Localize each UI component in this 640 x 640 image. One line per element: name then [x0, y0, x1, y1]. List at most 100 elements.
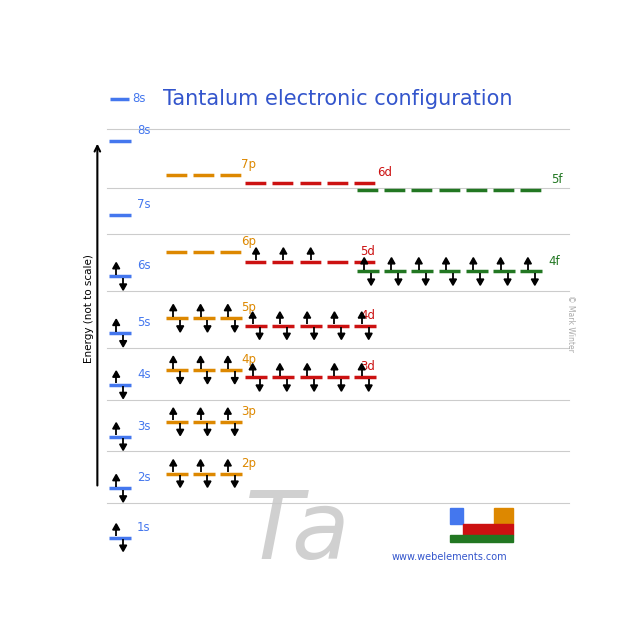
Text: 7s: 7s: [137, 198, 150, 211]
Text: 2p: 2p: [241, 456, 256, 470]
Text: 3p: 3p: [241, 405, 256, 418]
Polygon shape: [204, 378, 211, 384]
Polygon shape: [524, 258, 531, 264]
Polygon shape: [504, 279, 511, 285]
Polygon shape: [304, 364, 310, 370]
Text: 6p: 6p: [241, 235, 256, 248]
Polygon shape: [225, 305, 231, 310]
Text: 2s: 2s: [137, 471, 150, 484]
Polygon shape: [443, 258, 449, 264]
Text: 6s: 6s: [137, 259, 150, 273]
Polygon shape: [120, 444, 127, 451]
Polygon shape: [113, 319, 120, 326]
Polygon shape: [331, 364, 338, 370]
Polygon shape: [170, 305, 177, 310]
Polygon shape: [225, 408, 231, 414]
Polygon shape: [338, 333, 345, 339]
Polygon shape: [177, 378, 184, 384]
Polygon shape: [204, 481, 211, 487]
Polygon shape: [276, 312, 284, 318]
Polygon shape: [310, 333, 317, 339]
Bar: [449, 534, 513, 543]
Polygon shape: [231, 481, 238, 487]
Polygon shape: [113, 423, 120, 429]
Polygon shape: [395, 279, 402, 285]
Polygon shape: [231, 429, 238, 436]
Polygon shape: [249, 364, 256, 370]
Polygon shape: [470, 258, 477, 264]
Polygon shape: [113, 524, 120, 530]
Text: 5p: 5p: [241, 301, 256, 314]
Text: 4d: 4d: [360, 308, 375, 322]
Polygon shape: [365, 385, 372, 391]
Polygon shape: [284, 385, 291, 391]
Polygon shape: [170, 460, 177, 466]
Text: 3s: 3s: [137, 420, 150, 433]
Polygon shape: [310, 385, 317, 391]
Text: 4p: 4p: [241, 353, 256, 366]
Polygon shape: [120, 545, 127, 552]
Polygon shape: [177, 481, 184, 487]
Polygon shape: [367, 279, 374, 285]
Bar: [463, 524, 513, 534]
Text: 5d: 5d: [360, 244, 375, 258]
Polygon shape: [307, 248, 314, 254]
Polygon shape: [113, 262, 120, 269]
Polygon shape: [177, 326, 184, 332]
Text: 5f: 5f: [551, 173, 563, 186]
Polygon shape: [197, 305, 204, 310]
Text: 6d: 6d: [378, 166, 392, 179]
Polygon shape: [120, 392, 127, 399]
Polygon shape: [280, 248, 287, 254]
Polygon shape: [531, 279, 538, 285]
Polygon shape: [120, 340, 127, 347]
Polygon shape: [338, 385, 345, 391]
Polygon shape: [331, 312, 338, 318]
Polygon shape: [256, 385, 263, 391]
Bar: [494, 508, 513, 524]
Text: 7p: 7p: [241, 159, 256, 172]
Polygon shape: [304, 312, 310, 318]
Polygon shape: [388, 258, 395, 264]
Polygon shape: [197, 460, 204, 466]
Polygon shape: [249, 312, 256, 318]
Text: 1s: 1s: [137, 520, 150, 534]
Polygon shape: [497, 258, 504, 264]
Polygon shape: [361, 258, 367, 264]
Polygon shape: [358, 312, 365, 318]
Text: 8s: 8s: [137, 124, 150, 137]
Text: www.webelements.com: www.webelements.com: [392, 552, 508, 563]
Text: Ta: Ta: [245, 487, 351, 578]
Polygon shape: [477, 279, 484, 285]
Polygon shape: [256, 333, 263, 339]
Text: Energy (not to scale): Energy (not to scale): [84, 254, 94, 363]
Text: 8s: 8s: [132, 92, 145, 106]
Polygon shape: [120, 496, 127, 502]
Text: 4f: 4f: [548, 255, 561, 268]
Polygon shape: [204, 326, 211, 332]
Polygon shape: [231, 378, 238, 384]
Polygon shape: [358, 364, 365, 370]
Polygon shape: [253, 248, 260, 254]
Polygon shape: [422, 279, 429, 285]
Text: 3d: 3d: [360, 360, 375, 374]
Polygon shape: [276, 364, 284, 370]
Polygon shape: [197, 356, 204, 362]
Polygon shape: [170, 356, 177, 362]
Bar: [449, 508, 463, 524]
Polygon shape: [120, 284, 127, 290]
Polygon shape: [365, 333, 372, 339]
Text: 4s: 4s: [137, 368, 150, 381]
Polygon shape: [415, 258, 422, 264]
Polygon shape: [197, 408, 204, 414]
Polygon shape: [449, 279, 456, 285]
Polygon shape: [231, 326, 238, 332]
Polygon shape: [170, 408, 177, 414]
Polygon shape: [204, 429, 211, 436]
Polygon shape: [225, 460, 231, 466]
Polygon shape: [177, 429, 184, 436]
Polygon shape: [225, 356, 231, 362]
Text: Tantalum electronic configuration: Tantalum electronic configuration: [163, 89, 513, 109]
Polygon shape: [284, 333, 291, 339]
Polygon shape: [113, 474, 120, 481]
